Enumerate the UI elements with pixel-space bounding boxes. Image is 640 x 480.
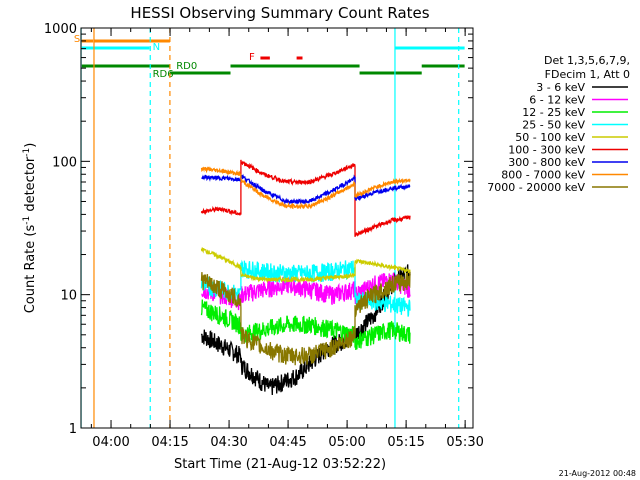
x-tick-label: 05:00 xyxy=(328,435,365,450)
x-tick-label: 04:30 xyxy=(210,435,247,450)
legend-entry-label: 300 - 800 keV xyxy=(508,156,585,169)
axis-ticks: 04:00 04:15 04:30 04:45 05:00 05:15 05:30 1 10 10… xyxy=(44,22,484,450)
y-tick-label: 100 xyxy=(52,155,77,170)
vertical-markers xyxy=(80,28,460,428)
timestamp-stamp: 21-Aug-2012 00:48 xyxy=(559,469,636,478)
legend-entry-label: 50 - 100 keV xyxy=(515,131,585,144)
y-tick-label: 10 xyxy=(60,289,77,304)
legend-title-line1: Det 1,3,5,6,7,9, xyxy=(544,54,630,67)
plot-frame xyxy=(80,27,474,429)
series-line-8 xyxy=(200,166,411,210)
rd0-flag-label: RD0 xyxy=(176,61,197,72)
x-tick-label: 04:45 xyxy=(269,435,306,450)
legend-entry-label: 6 - 12 keV xyxy=(529,94,585,107)
x-tick-label: 05:30 xyxy=(446,435,483,450)
saa-flag-label: S xyxy=(74,34,80,45)
night-flag-label: N xyxy=(153,42,160,53)
y-tick-label: 1 xyxy=(69,422,77,437)
flare-flag-label: F xyxy=(249,52,255,63)
series-line-9 xyxy=(200,271,411,366)
series-line-7 xyxy=(201,173,411,205)
legend-entry-label: 100 - 300 keV xyxy=(508,144,585,157)
y-tick-label: 1000 xyxy=(44,22,77,37)
rd6-flag-label: RD6 xyxy=(153,69,174,80)
series-line-2 xyxy=(201,272,411,311)
legend-entry-label: 25 - 50 keV xyxy=(522,119,585,132)
x-tick-label: 04:00 xyxy=(92,435,129,450)
series-line-6 xyxy=(200,159,411,237)
legend-entry-label: 7000 - 20000 keV xyxy=(487,181,585,194)
chart-title: HESSI Observing Summary Count Rates xyxy=(130,4,429,22)
legend-entry-label: 800 - 7000 keV xyxy=(501,169,585,182)
x-tick-label: 05:15 xyxy=(387,435,424,450)
series-layer xyxy=(200,159,411,396)
series-line-1 xyxy=(200,264,411,396)
legend-title-line2: FDecim 1, Att 0 xyxy=(545,68,630,81)
x-tick-label: 04:15 xyxy=(151,435,188,450)
x-axis-title: Start Time (21-Aug-12 03:52:22) xyxy=(174,457,386,472)
series-line-5 xyxy=(200,247,411,284)
y-axis-title: Count Rate (s-1 detector-1) xyxy=(22,143,38,314)
legend-entry-label: 3 - 6 keV xyxy=(536,81,585,94)
legend-entry-label: 12 - 25 keV xyxy=(522,106,585,119)
series-line-3 xyxy=(200,299,411,351)
